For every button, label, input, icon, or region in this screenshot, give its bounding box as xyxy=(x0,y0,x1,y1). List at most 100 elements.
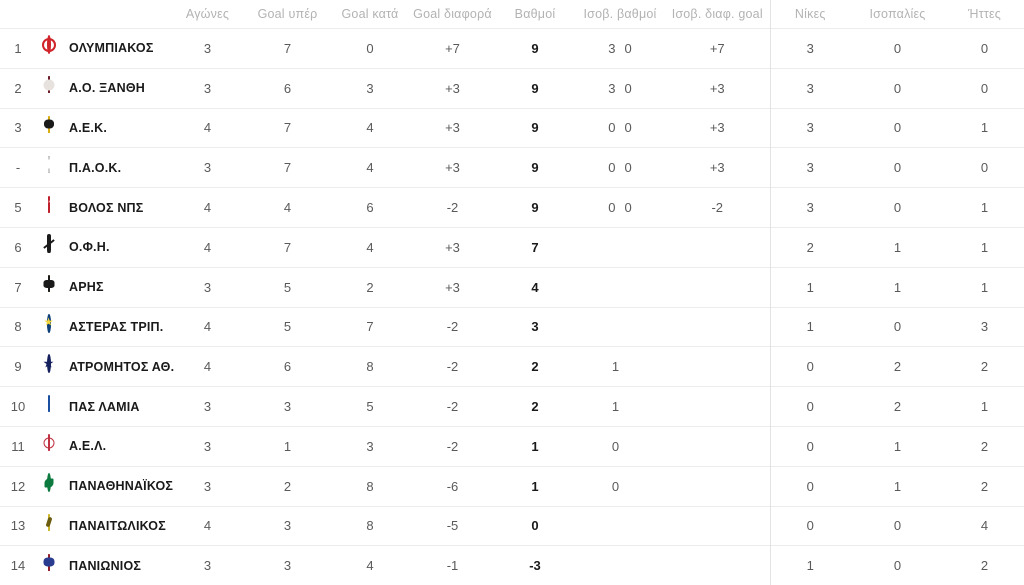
row-draws: 0 xyxy=(850,188,945,228)
row-team[interactable]: ΟΛΥΜΠΙΑΚΟΣ xyxy=(36,29,170,69)
team-name-label: ΠΑΝΑΘΗΝΑΪΚΟΣ xyxy=(69,479,173,493)
row-draws: 2 xyxy=(850,387,945,427)
row-team[interactable]: NΠΣΒΟΛΟΣ ΝΠΣ xyxy=(36,188,170,228)
header-wins: Νίκες xyxy=(770,0,850,29)
team-name-label: Α.Ε.Λ. xyxy=(69,439,106,453)
row-losses: 1 xyxy=(945,267,1024,307)
row-team[interactable]: Π.Α.Ο.Κ. xyxy=(36,148,170,188)
row-team[interactable]: ΠΑΝΑΙΤΩΛΙΚΟΣ xyxy=(36,506,170,546)
row-wins: 3 xyxy=(770,29,850,69)
row-rank: - xyxy=(0,148,36,188)
row-draws: 1 xyxy=(850,267,945,307)
header-goals-against: Goal κατά xyxy=(330,0,410,29)
header-team xyxy=(36,0,170,29)
row-losses: 2 xyxy=(945,546,1024,585)
row-h2h-points: 1 xyxy=(575,387,665,427)
row-losses: 1 xyxy=(945,387,1024,427)
ael-crest xyxy=(38,435,59,457)
panionios-crest xyxy=(38,555,59,577)
row-points: 4 xyxy=(495,267,575,307)
row-h2h-goal-difference xyxy=(665,347,770,387)
team-name-label: ΑΤΡΟΜΗΤΟΣ ΑΘ. xyxy=(69,360,174,374)
row-games: 4 xyxy=(170,108,245,148)
row-wins: 1 xyxy=(770,546,850,585)
row-goals-against: 3 xyxy=(330,68,410,108)
row-h2h-goal-difference: -2 xyxy=(665,188,770,228)
olympiacos-crest xyxy=(38,37,59,59)
row-games: 3 xyxy=(170,426,245,466)
row-goal-difference: +3 xyxy=(410,267,495,307)
row-losses: 2 xyxy=(945,426,1024,466)
row-wins: 0 xyxy=(770,506,850,546)
team-name-label: ΒΟΛΟΣ ΝΠΣ xyxy=(69,201,143,215)
row-team[interactable]: ΠΑΝΙΩΝΙΟΣ xyxy=(36,546,170,585)
row-games: 4 xyxy=(170,307,245,347)
row-points: 2 xyxy=(495,387,575,427)
row-points: 9 xyxy=(495,29,575,69)
row-team[interactable]: ΠΑΣ ΛΑΜΙΑ xyxy=(36,387,170,427)
header-draws: Ισοπαλίες xyxy=(850,0,945,29)
row-points: 7 xyxy=(495,227,575,267)
row-draws: 0 xyxy=(850,108,945,148)
row-h2h-goal-difference: +3 xyxy=(665,148,770,188)
row-points: 9 xyxy=(495,188,575,228)
h2h-points-home: 3 xyxy=(608,41,615,56)
row-draws: 0 xyxy=(850,307,945,347)
row-team[interactable]: ★ΑΤΡΟΜΗΤΟΣ ΑΘ. xyxy=(36,347,170,387)
row-points: 3 xyxy=(495,307,575,347)
row-team[interactable]: Α.Ε.Κ. xyxy=(36,108,170,148)
row-goals-against: 7 xyxy=(330,307,410,347)
aris-crest xyxy=(38,276,59,298)
row-team[interactable]: Α.Ε.Λ. xyxy=(36,426,170,466)
row-draws: 0 xyxy=(850,68,945,108)
row-h2h-goal-difference: +7 xyxy=(665,29,770,69)
row-h2h-points: 0 xyxy=(575,426,665,466)
row-points: 1 xyxy=(495,466,575,506)
row-team[interactable]: ΠΑΝΑΘΗΝΑΪΚΟΣ xyxy=(36,466,170,506)
row-h2h-goal-difference xyxy=(665,227,770,267)
row-team[interactable]: ★ΑΣΤΕΡΑΣ ΤΡΙΠ. xyxy=(36,307,170,347)
row-points: 1 xyxy=(495,426,575,466)
row-wins: 3 xyxy=(770,108,850,148)
header-goals-for: Goal υπέρ xyxy=(245,0,330,29)
row-goal-difference: -1 xyxy=(410,546,495,585)
row-points: 0 xyxy=(495,506,575,546)
row-team[interactable]: ΑΡΗΣ xyxy=(36,267,170,307)
row-goals-for: 5 xyxy=(245,307,330,347)
header-games: Αγώνες xyxy=(170,0,245,29)
row-goals-against: 0 xyxy=(330,29,410,69)
panathinaikos-crest xyxy=(38,475,59,497)
row-goals-against: 8 xyxy=(330,466,410,506)
row-team[interactable]: Ο.Φ.Η. xyxy=(36,227,170,267)
h2h-points-away: 0 xyxy=(625,120,632,135)
h2h-points-home: 0 xyxy=(608,160,615,175)
row-h2h-goal-difference xyxy=(665,307,770,347)
header-goal-difference: Goal διαφορά xyxy=(410,0,495,29)
row-losses: 3 xyxy=(945,307,1024,347)
row-rank: 10 xyxy=(0,387,36,427)
xanthi-crest xyxy=(38,77,59,99)
row-h2h-goal-difference xyxy=(665,387,770,427)
row-team[interactable]: Α.Ο. ΞΑΝΘΗ xyxy=(36,68,170,108)
